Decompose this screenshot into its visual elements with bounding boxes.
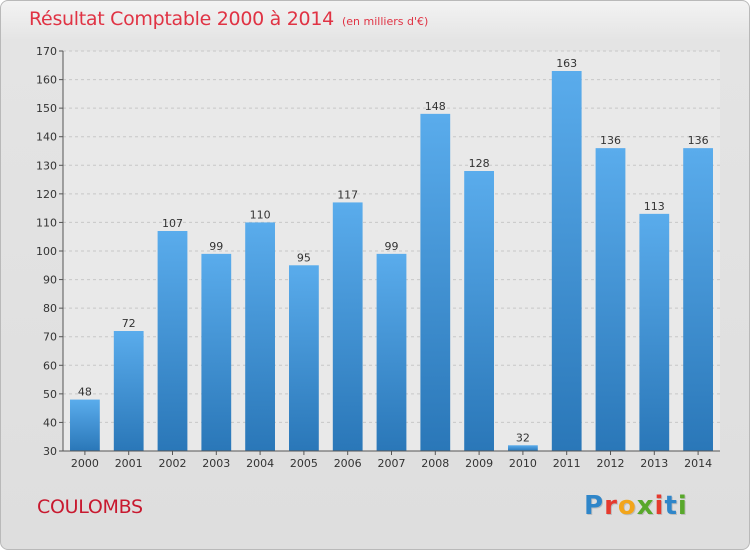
bar <box>376 253 407 451</box>
y-tick-label: 140 <box>36 131 57 144</box>
y-tick-label: 160 <box>36 74 57 87</box>
chart-title: Résultat Comptable 2000 à 2014 <box>29 8 334 30</box>
bar <box>113 331 144 451</box>
y-tick-label: 170 <box>36 45 57 58</box>
bar-value-label: 148 <box>425 100 446 113</box>
chart-subtitle: (en milliers d'€) <box>342 15 429 28</box>
x-tick-label: 2010 <box>509 457 537 470</box>
logo-letter: o <box>617 491 637 521</box>
bar <box>595 148 626 451</box>
x-tick-label: 2006 <box>334 457 362 470</box>
bar <box>201 253 232 451</box>
logo-letter: P <box>584 491 605 521</box>
y-tick-label: 30 <box>43 445 57 458</box>
bars <box>70 71 713 451</box>
bar <box>639 213 670 451</box>
x-tick-label: 2000 <box>71 457 99 470</box>
x-tick-label: 2004 <box>246 457 274 470</box>
bar <box>289 265 319 451</box>
y-tick-label: 120 <box>36 188 57 201</box>
proxiti-logo: Proxiti <box>584 491 688 521</box>
bar <box>683 148 713 451</box>
bar-value-label: 99 <box>385 240 399 253</box>
logo-letter: t <box>664 491 678 521</box>
y-tick-label: 40 <box>43 416 57 429</box>
bar-value-label: 72 <box>122 317 136 330</box>
y-tick-label: 80 <box>43 302 57 315</box>
logo-letter: r <box>604 491 618 521</box>
y-tick-label: 130 <box>36 159 57 172</box>
x-tick-label: 2013 <box>640 457 668 470</box>
bar <box>332 202 363 451</box>
bar-value-label: 95 <box>297 251 311 264</box>
y-tick-label: 70 <box>43 331 57 344</box>
commune-name: COULOMBS <box>37 496 143 518</box>
bar <box>551 71 582 451</box>
bar-value-label: 99 <box>209 240 223 253</box>
x-tick-label: 2012 <box>597 457 625 470</box>
x-tick-label: 2001 <box>115 457 143 470</box>
logo-letter: i <box>677 491 688 521</box>
bar-value-label: 128 <box>469 157 490 170</box>
bar <box>420 113 451 451</box>
bar-value-label: 110 <box>250 208 271 221</box>
logo-letter: i <box>654 491 665 521</box>
y-tick-label: 90 <box>43 274 57 287</box>
bar-value-label: 32 <box>516 431 530 444</box>
y-tick-label: 150 <box>36 102 57 115</box>
bar <box>464 171 494 451</box>
axes <box>59 50 720 455</box>
y-tick-label: 50 <box>43 388 57 401</box>
bar-value-label: 113 <box>644 200 665 213</box>
y-tick-label: 100 <box>36 245 57 258</box>
y-tick-label: 60 <box>43 359 57 372</box>
x-tick-label: 2014 <box>684 457 712 470</box>
bar <box>508 445 538 451</box>
x-tick-label: 2007 <box>378 457 406 470</box>
bar-value-label: 107 <box>162 217 183 230</box>
bar-value-label: 117 <box>337 188 358 201</box>
bar-value-label: 136 <box>688 134 709 147</box>
bar <box>245 222 275 451</box>
x-tick-label: 2005 <box>290 457 318 470</box>
labels: 30 40 50 60 70 80 90 100 110 120 130 140 150 160 170 48… <box>36 45 712 470</box>
x-tick-label: 2009 <box>465 457 493 470</box>
y-tick-label: 110 <box>36 216 57 229</box>
x-tick-label: 2011 <box>553 457 581 470</box>
bar-value-label: 163 <box>556 57 577 70</box>
bar-value-label: 48 <box>78 386 92 399</box>
logo-letter: x <box>636 491 655 521</box>
x-tick-label: 2002 <box>159 457 187 470</box>
x-tick-label: 2008 <box>421 457 449 470</box>
bar <box>157 231 188 451</box>
x-tick-label: 2003 <box>202 457 230 470</box>
bar-value-label: 136 <box>600 134 621 147</box>
bar <box>70 399 100 451</box>
